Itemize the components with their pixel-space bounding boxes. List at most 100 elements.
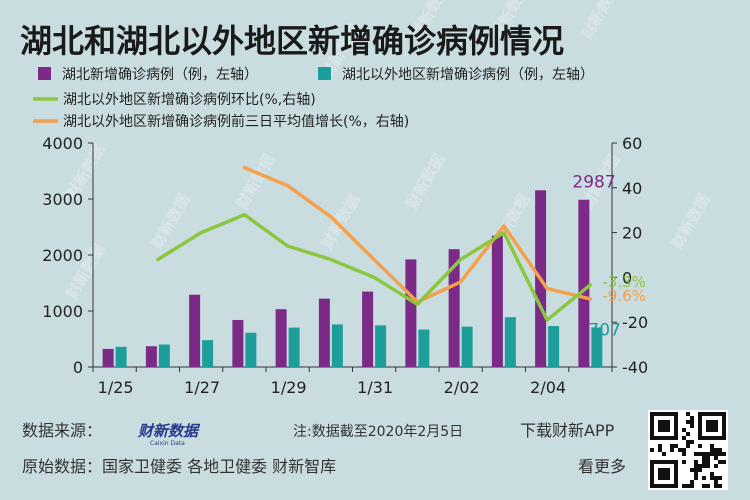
watermark-8: 财新数据 (668, 191, 714, 252)
qr-module (706, 456, 710, 460)
qr-module (706, 460, 710, 464)
qr-module (714, 484, 718, 488)
qr-module (690, 440, 694, 444)
qr-module (718, 484, 722, 488)
right-tick-label: -20 (622, 313, 648, 332)
download-app-link[interactable]: 下载财新APP (520, 421, 615, 440)
bar-outside (331, 324, 343, 367)
qr-module (682, 428, 686, 432)
qr-module (702, 456, 706, 460)
plot-area: 0 1000 2000 3000 4000 -40 -20 0 20 40 60 1/25 1/27 1/… (42, 134, 648, 397)
see-more-link[interactable]: 看更多 (578, 457, 626, 476)
watermark-3: 财新数据 (233, 151, 279, 212)
qr-module (710, 452, 714, 456)
qr-module (690, 424, 694, 428)
bar-hubei (362, 291, 374, 367)
qr-module (690, 480, 694, 484)
qr-module (658, 448, 662, 452)
qr-module (650, 448, 654, 452)
bar-outside (418, 329, 430, 367)
qr-module (722, 452, 726, 456)
qr-module (718, 476, 722, 480)
bar-hubei (189, 294, 201, 367)
qr-code-icon[interactable] (648, 410, 728, 490)
qr-module (694, 452, 698, 456)
qr-module (682, 452, 686, 456)
qr-module (698, 452, 702, 456)
qr-module (718, 460, 722, 464)
qr-module (698, 444, 702, 448)
qr-module (710, 448, 714, 452)
qr-module (686, 432, 690, 436)
qr-module (702, 452, 706, 456)
qr-module (690, 468, 694, 472)
note-text: 注:数据截至2020年2月5日 (293, 424, 463, 440)
qr-module (670, 444, 674, 448)
qr-module (706, 452, 710, 456)
qr-module (686, 420, 690, 424)
qr-module (718, 452, 722, 456)
qr-module (690, 416, 694, 420)
x-tick-label: 1/27 (184, 378, 220, 397)
x-tick-label: 2/02 (444, 378, 480, 397)
brand-sub: Caixin Data (150, 440, 185, 447)
left-tick-label: 4000 (42, 134, 83, 153)
bar-outside (288, 327, 300, 367)
legend-swatch-hubei (38, 67, 51, 80)
footer: 数据来源： 财新数据 Caixin Data 注:数据截至2020年2月5日 下… (22, 410, 728, 490)
qr-module (718, 448, 722, 452)
bar-hubei (448, 249, 460, 367)
bar-outside (202, 340, 214, 367)
qr-module (714, 448, 718, 452)
qr-module (714, 476, 718, 480)
qr-module (698, 468, 702, 472)
qr-module (714, 464, 718, 468)
x-tick-label: 1/31 (357, 378, 393, 397)
watermark-5: 财新数据 (403, 151, 449, 212)
brand-logo: 财新数据 (137, 422, 201, 440)
qr-module (722, 460, 726, 464)
qr-module (686, 440, 690, 444)
bar-outside (375, 325, 387, 367)
qr-module (682, 460, 686, 464)
qr-module (674, 444, 678, 448)
qr-module (686, 484, 690, 488)
legend-label-hubei: 湖北新增确诊病例（例，左轴） (62, 67, 258, 83)
bar-outside (115, 346, 127, 367)
bar-outside (245, 332, 257, 367)
chart-title: 湖北和湖北以外地区新增确诊病例情况 (20, 22, 564, 60)
bar-outside (158, 344, 170, 367)
annotation-ratio: -3.3% (602, 273, 646, 291)
qr-finder-core (658, 420, 670, 432)
left-tick-label: 2000 (42, 246, 83, 265)
qr-module (670, 448, 674, 452)
qr-module (694, 476, 698, 480)
legend-label-outside: 湖北以外地区新增确诊病例（例，左轴） (342, 67, 594, 83)
right-tick-label: 20 (622, 224, 642, 243)
legend-label-ratio: 湖北以外地区新增确诊病例环比(%,右轴) (63, 92, 316, 108)
bar-hubei (578, 199, 590, 367)
bar-hubei (318, 298, 330, 367)
bar-hubei (145, 346, 157, 367)
right-tick-label: 40 (622, 179, 642, 198)
qr-module (714, 480, 718, 484)
qr-module (682, 436, 686, 440)
qr-module (702, 464, 706, 468)
annotation-avg: -9.6% (602, 287, 646, 305)
x-tick-label: 2/04 (530, 378, 566, 397)
qr-module (702, 476, 706, 480)
qr-module (694, 464, 698, 468)
qr-module (690, 420, 694, 424)
qr-module (710, 444, 714, 448)
annotation-outside: 707 (588, 320, 620, 340)
legend: 湖北新增确诊病例（例，左轴） 湖北以外地区新增确诊病例（例，左轴） 湖北以外地区新增… (33, 67, 594, 130)
qr-module (682, 448, 686, 452)
qr-module (710, 472, 714, 476)
line-ratio (156, 212, 593, 322)
left-tick-label: 0 (73, 358, 83, 377)
qr-module (678, 448, 682, 452)
qr-module (658, 444, 662, 448)
qr-module (694, 468, 698, 472)
